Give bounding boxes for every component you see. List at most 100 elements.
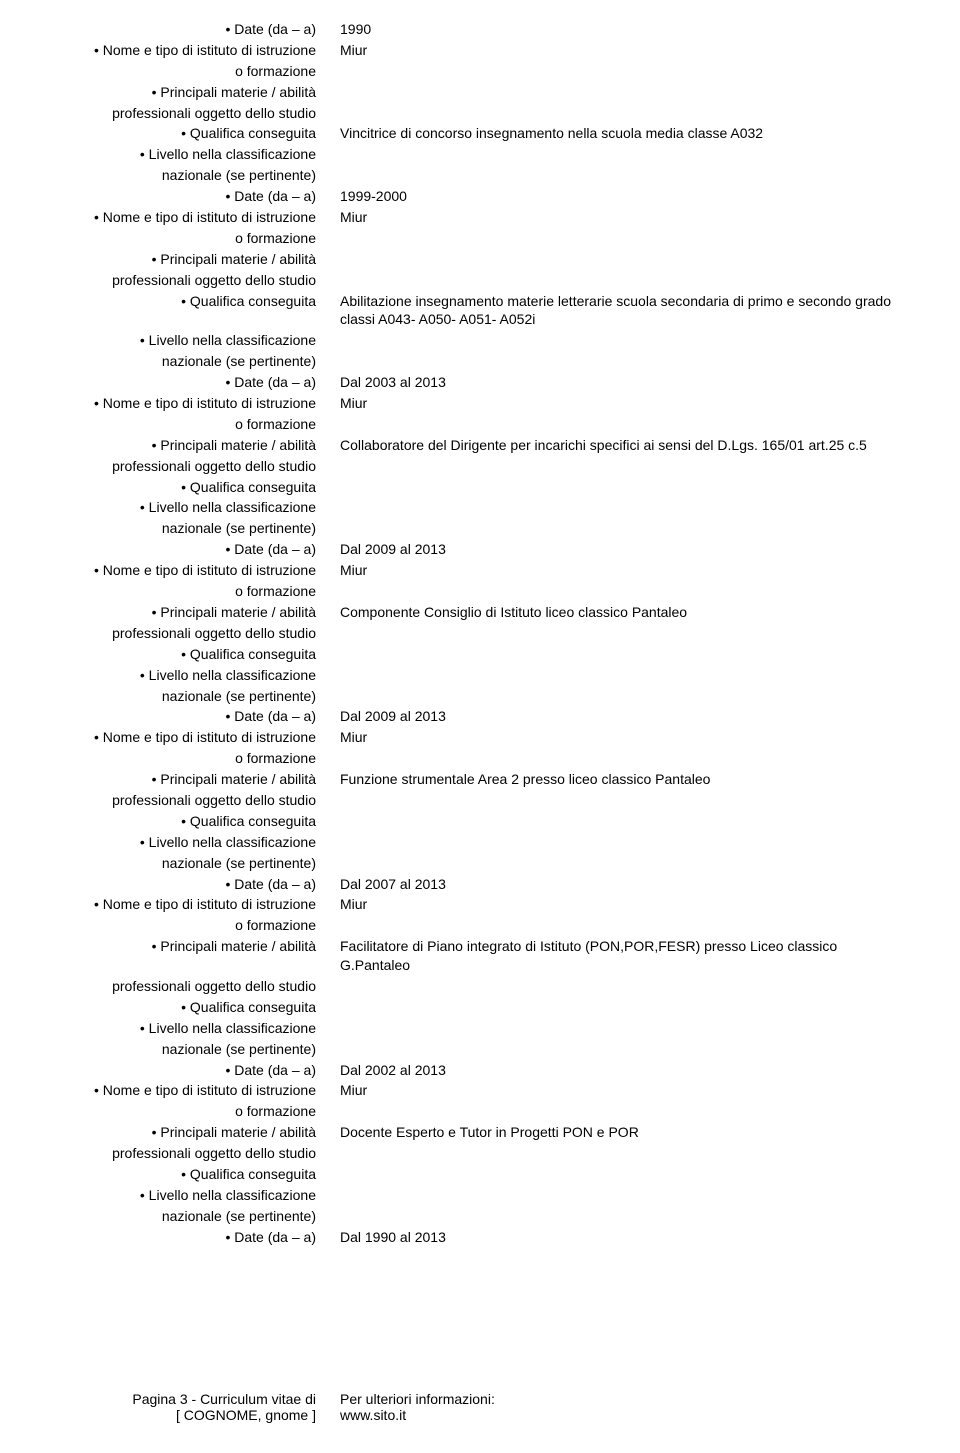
subjects-label: • Principali materie / abilità	[40, 937, 340, 956]
level-label: • Livello nella classificazione	[40, 1019, 340, 1038]
footer-left: Pagina 3 - Curriculum vitae di [ COGNOME…	[40, 1391, 340, 1423]
cv-row: • Livello nella classificazione	[40, 1019, 920, 1038]
cv-row: nazionale (se pertinente)	[40, 1207, 920, 1226]
cv-row: o formazione	[40, 749, 920, 768]
subjects-value: Funzione strumentale Area 2 presso liceo…	[340, 770, 920, 789]
footer-site-label: www.sito.it	[340, 1407, 910, 1423]
cv-row: • Qualifica conseguitaVincitrice di conc…	[40, 124, 920, 143]
footer-info-label: Per ulteriori informazioni:	[340, 1391, 910, 1407]
qualification-label: • Qualifica conseguita	[40, 124, 340, 143]
cv-row: • Nome e tipo di istituto di istruzioneM…	[40, 208, 920, 227]
cv-row: • Principali materie / abilitàFunzione s…	[40, 770, 920, 789]
footer-name-label: [ COGNOME, gnome ]	[40, 1407, 316, 1423]
subjects-label-2: professionali oggetto dello studio	[40, 624, 340, 643]
qualification-label: • Qualifica conseguita	[40, 478, 340, 497]
level-label: • Livello nella classificazione	[40, 145, 340, 164]
date-value: Dal 2007 al 2013	[340, 875, 920, 894]
institution-value: Miur	[340, 561, 920, 580]
cv-row: • Nome e tipo di istituto di istruzioneM…	[40, 728, 920, 747]
date-label: • Date (da – a)	[40, 540, 340, 559]
subjects-value: Docente Esperto e Tutor in Progetti PON …	[340, 1123, 920, 1142]
cv-row: • Date (da – a)Dal 2003 al 2013	[40, 373, 920, 392]
cv-row: professionali oggetto dello studio	[40, 104, 920, 123]
cv-row: • Date (da – a)1990	[40, 20, 920, 39]
cv-row: professionali oggetto dello studio	[40, 624, 920, 643]
cv-row: nazionale (se pertinente)	[40, 352, 920, 371]
level-label: • Livello nella classificazione	[40, 1186, 340, 1205]
cv-row: • Nome e tipo di istituto di istruzioneM…	[40, 41, 920, 60]
institution-value: Miur	[340, 1081, 920, 1100]
cv-row: • Date (da – a)Dal 2007 al 2013	[40, 875, 920, 894]
level-label: • Livello nella classificazione	[40, 498, 340, 517]
level-label-2: nazionale (se pertinente)	[40, 1040, 340, 1059]
subjects-value: Collaboratore del Dirigente per incarich…	[340, 436, 920, 455]
cv-row: • Livello nella classificazione	[40, 666, 920, 685]
cv-row: • Qualifica conseguita	[40, 478, 920, 497]
qualification-label: • Qualifica conseguita	[40, 292, 340, 311]
qualification-label: • Qualifica conseguita	[40, 645, 340, 664]
institution-label: • Nome e tipo di istituto di istruzione	[40, 895, 340, 914]
institution-label: • Nome e tipo di istituto di istruzione	[40, 41, 340, 60]
cv-row: • Date (da – a)Dal 2002 al 2013	[40, 1061, 920, 1080]
subjects-label: • Principali materie / abilità	[40, 83, 340, 102]
footer-right: Per ulteriori informazioni: www.sito.it	[340, 1391, 920, 1423]
cv-row: • Livello nella classificazione	[40, 498, 920, 517]
institution-label-2: o formazione	[40, 1102, 340, 1121]
cv-row: professionali oggetto dello studio	[40, 1144, 920, 1163]
subjects-value: Facilitatore di Piano integrato di Istit…	[340, 937, 920, 975]
institution-label: • Nome e tipo di istituto di istruzione	[40, 1081, 340, 1100]
institution-label-2: o formazione	[40, 415, 340, 434]
level-label-2: nazionale (se pertinente)	[40, 352, 340, 371]
cv-row: professionali oggetto dello studio	[40, 977, 920, 996]
cv-row: nazionale (se pertinente)	[40, 519, 920, 538]
institution-label-2: o formazione	[40, 582, 340, 601]
institution-label-2: o formazione	[40, 229, 340, 248]
date-value: Dal 2003 al 2013	[340, 373, 920, 392]
subjects-label-2: professionali oggetto dello studio	[40, 791, 340, 810]
cv-content: • Date (da – a)1990• Nome e tipo di isti…	[40, 20, 920, 1247]
cv-row: o formazione	[40, 916, 920, 935]
qualification-label: • Qualifica conseguita	[40, 998, 340, 1017]
cv-row: • Principali materie / abilitàDocente Es…	[40, 1123, 920, 1142]
subjects-label: • Principali materie / abilità	[40, 250, 340, 269]
date-label: • Date (da – a)	[40, 1228, 340, 1247]
level-label-2: nazionale (se pertinente)	[40, 854, 340, 873]
date-label: • Date (da – a)	[40, 187, 340, 206]
cv-row: • Nome e tipo di istituto di istruzioneM…	[40, 1081, 920, 1100]
cv-row: professionali oggetto dello studio	[40, 457, 920, 476]
cv-row: professionali oggetto dello studio	[40, 271, 920, 290]
cv-row: • Qualifica conseguitaAbilitazione inseg…	[40, 292, 920, 330]
institution-label: • Nome e tipo di istituto di istruzione	[40, 561, 340, 580]
date-value: 1990	[340, 20, 920, 39]
subjects-label: • Principali materie / abilità	[40, 603, 340, 622]
cv-row: • Livello nella classificazione	[40, 331, 920, 350]
institution-label: • Nome e tipo di istituto di istruzione	[40, 208, 340, 227]
page-footer: Pagina 3 - Curriculum vitae di [ COGNOME…	[40, 1391, 920, 1423]
qualification-label: • Qualifica conseguita	[40, 812, 340, 831]
cv-row: • Livello nella classificazione	[40, 833, 920, 852]
subjects-label: • Principali materie / abilità	[40, 1123, 340, 1142]
cv-row: • Date (da – a)Dal 2009 al 2013	[40, 707, 920, 726]
subjects-label-2: professionali oggetto dello studio	[40, 271, 340, 290]
cv-row: • Livello nella classificazione	[40, 1186, 920, 1205]
level-label-2: nazionale (se pertinente)	[40, 687, 340, 706]
institution-value: Miur	[340, 895, 920, 914]
qualification-label: • Qualifica conseguita	[40, 1165, 340, 1184]
cv-row: • Principali materie / abilità	[40, 250, 920, 269]
institution-label-2: o formazione	[40, 916, 340, 935]
date-label: • Date (da – a)	[40, 373, 340, 392]
date-value: Dal 2009 al 2013	[340, 707, 920, 726]
cv-row: • Qualifica conseguita	[40, 998, 920, 1017]
cv-row: • Date (da – a)Dal 2009 al 2013	[40, 540, 920, 559]
date-value: Dal 2002 al 2013	[340, 1061, 920, 1080]
level-label: • Livello nella classificazione	[40, 833, 340, 852]
cv-row: o formazione	[40, 1102, 920, 1121]
date-value: 1999-2000	[340, 187, 920, 206]
subjects-label: • Principali materie / abilità	[40, 436, 340, 455]
cv-row: • Principali materie / abilità	[40, 83, 920, 102]
cv-row: • Qualifica conseguita	[40, 645, 920, 664]
cv-row: • Date (da – a)Dal 1990 al 2013	[40, 1228, 920, 1247]
cv-row: • Qualifica conseguita	[40, 812, 920, 831]
level-label: • Livello nella classificazione	[40, 666, 340, 685]
cv-row: o formazione	[40, 415, 920, 434]
